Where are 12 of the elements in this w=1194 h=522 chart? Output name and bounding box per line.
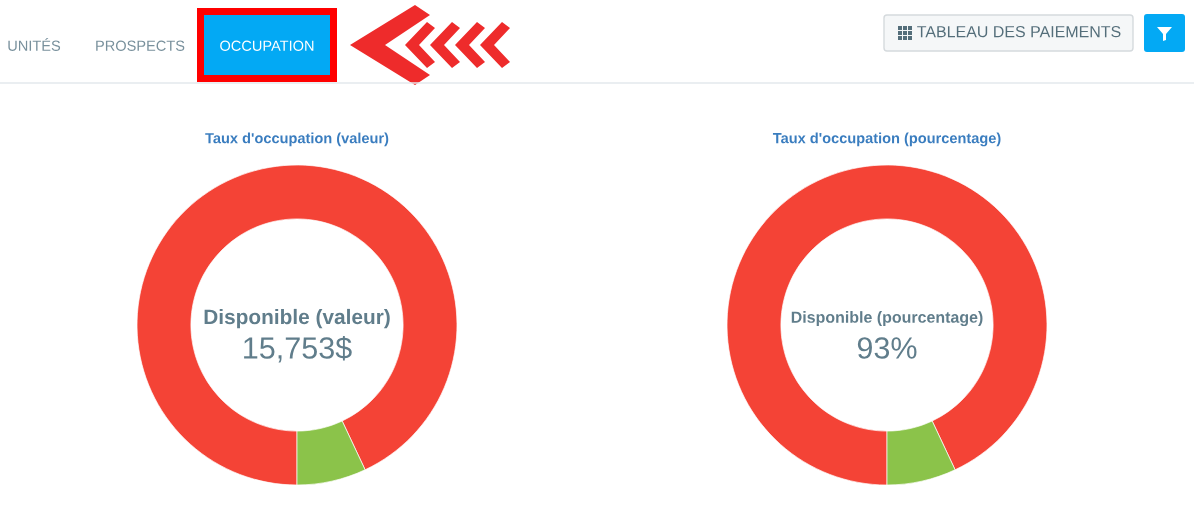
- text: 15,753$: [244, 335, 352, 363]
- text: 93%: [857, 337, 917, 359]
- text: Disponible (valeur): [204, 308, 390, 329]
- donut-slice: [136, 164, 458, 486]
- text: PROSPECTS: [96, 40, 185, 51]
- text: OCCUPATION: [220, 40, 314, 51]
- text: Disponible (pourcentage): [791, 311, 983, 327]
- text: TABLEAU DES PAIEMENTS: [917, 25, 1121, 38]
- chart-title: Taux d'occupation (valeur): [205, 132, 389, 147]
- chart-title: Taux d'occupation (pourcentage): [772, 132, 1001, 147]
- text: UNITÉS: [8, 38, 61, 51]
- donut-slice: [726, 164, 1048, 486]
